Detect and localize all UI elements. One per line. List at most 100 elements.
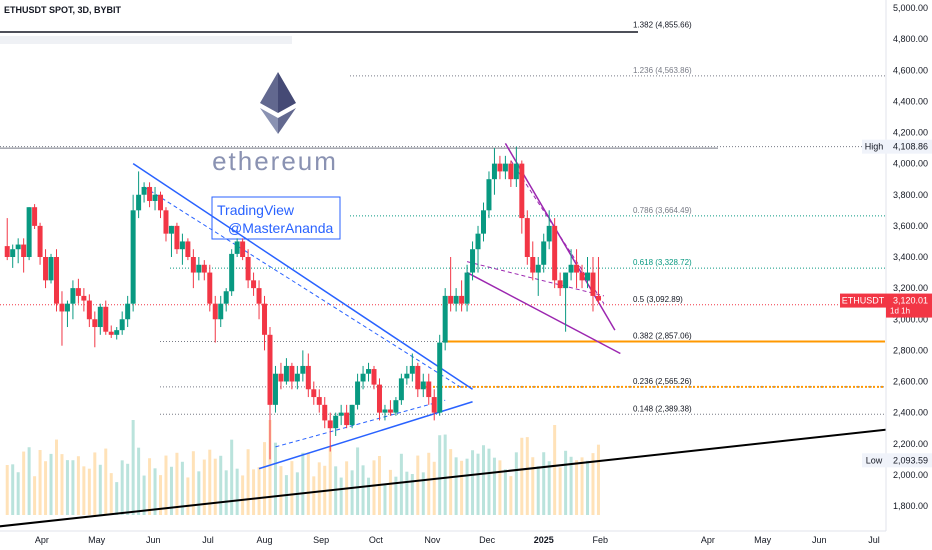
trendline [275, 399, 446, 448]
volume-bar [531, 457, 535, 515]
volume-bar [98, 464, 102, 515]
trendline [0, 424, 929, 528]
volume-bar [564, 450, 568, 515]
x-tick-label: Sep [313, 535, 329, 545]
candle-body [283, 365, 289, 382]
volume-bar [241, 475, 245, 515]
candle-body [147, 186, 153, 201]
volume-bar [427, 452, 431, 515]
candle-body [579, 272, 585, 281]
volume-bar [558, 467, 562, 515]
x-tick-label: Oct [369, 535, 384, 545]
candle-body [53, 257, 59, 304]
last-price-value: 3,120.01 [893, 296, 928, 306]
candle-body [108, 331, 114, 335]
volume-bar [87, 468, 91, 515]
fib-label: 1.236 (4,563.86) [633, 66, 692, 75]
y-tick-label: 2,800.00 [893, 345, 928, 355]
volume-bar [596, 444, 600, 515]
volume-bar [54, 439, 58, 515]
candle-body [404, 373, 410, 379]
volume-bar [268, 420, 272, 515]
candle-body [327, 420, 333, 429]
eth-wordmark: ethereum [212, 146, 338, 176]
volume-bar [137, 447, 141, 515]
x-tick-label: Nov [424, 535, 441, 545]
candle-body [212, 303, 218, 320]
candle-body [355, 381, 361, 405]
candle-body [311, 389, 317, 398]
candle-body [535, 264, 541, 273]
candle-body [541, 241, 547, 265]
volume-bar [520, 437, 524, 515]
x-tick-label: May [88, 535, 106, 545]
y-tick-label: 2,600.00 [893, 377, 928, 387]
volume-bar [49, 453, 53, 515]
volume-bars [5, 420, 600, 515]
candles [4, 146, 601, 460]
last-symbol-tag [840, 293, 886, 308]
x-tick-label: May [754, 535, 772, 545]
candle-body [272, 373, 278, 405]
y-tick-label: 3,600.00 [893, 221, 928, 231]
candle-body [376, 384, 382, 413]
candle-body [585, 272, 591, 281]
volume-bar [367, 477, 371, 515]
candle-body [530, 257, 536, 273]
candle-body [486, 179, 492, 211]
fib-label: 0.786 (3,664.49) [633, 206, 692, 215]
volume-bar [71, 460, 75, 515]
volume-bar [180, 461, 184, 515]
volume-bar [454, 457, 458, 515]
volume-bar [33, 476, 37, 515]
last-price-countdown: 1d 1h [890, 307, 910, 316]
fib-labels: 1.382 (4,855.66) 1.236 (4,563.86) 0.786 (3… [633, 20, 692, 413]
volume-bar [481, 445, 485, 515]
volume-bar [16, 472, 20, 515]
fib-label: 0.382 (2,857.06) [633, 331, 692, 340]
volume-bar [252, 469, 256, 515]
candle-body [546, 225, 552, 242]
symbol-title: ETHUSDT SPOT, 3D, BYBIT [4, 5, 122, 15]
volume-bar [476, 453, 480, 515]
candle-body [168, 225, 174, 234]
candle-body [398, 378, 404, 401]
volume-bar [569, 456, 573, 515]
volume-bar [460, 460, 464, 515]
candle-body [81, 295, 87, 301]
candle-body [371, 369, 377, 385]
volume-bar [383, 483, 387, 515]
y-tick-label: 4,000.00 [893, 159, 928, 169]
candle-body [64, 303, 70, 312]
candle-body [338, 412, 344, 416]
candle-body [322, 404, 328, 421]
candle-body [152, 194, 158, 201]
candle-body [256, 288, 262, 304]
candle-body [316, 397, 322, 405]
candle-body [300, 365, 306, 374]
volume-bar [361, 465, 365, 515]
candle-body [568, 264, 574, 273]
volume-bar [246, 449, 250, 515]
candle-body [234, 241, 240, 254]
candle-body [141, 186, 147, 195]
candle-body [201, 264, 207, 273]
volume-bar [449, 449, 453, 515]
candle-body [218, 303, 224, 320]
volume-bar [109, 473, 113, 515]
y-tick-label: 1,800.00 [893, 501, 928, 511]
volume-bar [503, 469, 507, 515]
volume-bar [498, 460, 502, 515]
candle-body [229, 253, 235, 292]
low-tag-label: Low [866, 455, 883, 465]
volume-bar [492, 457, 496, 515]
candle-body [387, 409, 393, 413]
volume-bar [104, 448, 108, 515]
volume-bar [388, 469, 392, 515]
candle-body [344, 412, 350, 426]
candle-body [491, 163, 497, 180]
volume-bar [405, 471, 409, 515]
candle-body [475, 233, 481, 250]
volume-bar [279, 466, 283, 515]
